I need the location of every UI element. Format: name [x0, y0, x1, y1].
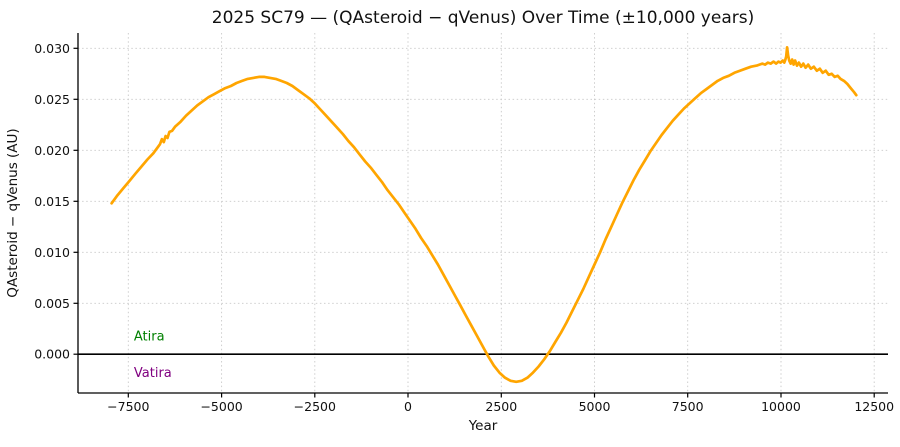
annotation-layer: Atira Vatira [134, 329, 172, 381]
y-tick-label: 0.025 [34, 92, 70, 107]
grid-layer [78, 33, 888, 393]
x-tick-label: −2500 [294, 399, 336, 414]
qdiff-curve [110, 45, 858, 384]
x-tick-label: −7500 [107, 399, 149, 414]
axis-layer: −7500 −5000 −2500 0 2500 5000 7500 10000 12500 0.… [34, 33, 894, 414]
annotation-vatira: Vatira [134, 366, 172, 381]
x-tick-label: 10000 [761, 399, 801, 414]
y-axis-label: QAsteroid − qVenus (AU) [5, 128, 21, 297]
x-tick-label: 12500 [854, 399, 894, 414]
x-tick-label: 5000 [579, 399, 611, 414]
x-tick-label: 2500 [485, 399, 517, 414]
data-layer [78, 45, 888, 384]
y-tick-label: 0.000 [34, 347, 70, 362]
x-tick-label: 0 [404, 399, 412, 414]
x-axis-label: Year [468, 418, 498, 434]
y-tick-label: 0.020 [34, 143, 70, 158]
y-tick-label: 0.030 [34, 41, 70, 56]
x-tick-label: 7500 [672, 399, 704, 414]
y-tick-label: 0.015 [34, 194, 70, 209]
annotation-atira: Atira [134, 329, 165, 344]
y-tick-label: 0.005 [34, 296, 70, 311]
x-tick-label: −5000 [200, 399, 242, 414]
chart-title: 2025 SC79 — (QAsteroid − qVenus) Over Ti… [212, 8, 754, 28]
y-tick-label: 0.010 [34, 245, 70, 260]
